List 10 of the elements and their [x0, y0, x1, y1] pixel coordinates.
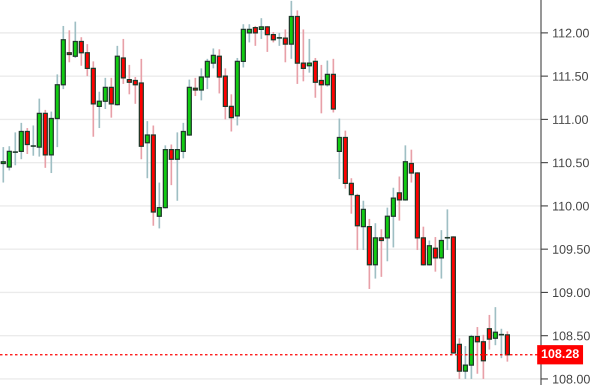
y-tick-label: 110.00	[553, 202, 589, 211]
y-tick-label: 108.00	[553, 374, 590, 384]
y-tick-label: 109.00	[553, 288, 590, 298]
y-tick-label: 110.50	[553, 158, 589, 168]
y-tick-label: 111.50	[553, 72, 588, 81]
y-tick-label: 111.00	[553, 115, 588, 124]
y-tick-label: 112.00	[553, 28, 589, 38]
ref-line-label: 108.28	[542, 349, 579, 358]
y-tick-label: 108.50	[553, 331, 590, 340]
y-tick-label: 109.50	[553, 244, 590, 254]
